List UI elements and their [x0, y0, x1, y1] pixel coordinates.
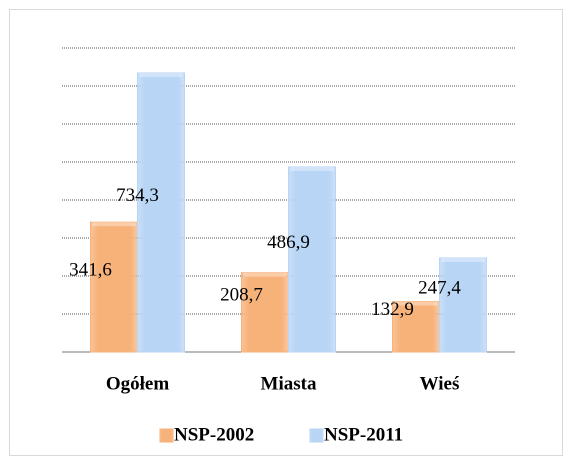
bar: [137, 72, 185, 353]
bar: [241, 272, 289, 353]
data-label: 132,9: [371, 299, 414, 320]
bar-top: [139, 72, 183, 77]
x-tick-label: Ogółem: [106, 373, 169, 394]
data-label: 247,4: [418, 277, 461, 298]
bar-top: [243, 272, 287, 277]
data-label: 734,3: [116, 185, 159, 206]
legend-swatch: [309, 428, 324, 443]
bar: [439, 257, 487, 353]
data-label: 341,6: [69, 259, 112, 280]
bar-top: [394, 301, 438, 306]
data-label: 486,9: [267, 232, 310, 253]
legend-swatch: [159, 428, 174, 443]
x-tick-label: Miasta: [261, 373, 317, 394]
legend-label: NSP-2011: [324, 424, 403, 445]
legend-label: NSP-2002: [174, 424, 254, 445]
bar-top: [92, 222, 136, 227]
x-tick-label: Wieś: [420, 373, 460, 394]
bar-top: [441, 257, 485, 262]
bar: [392, 300, 440, 353]
bar: [288, 166, 336, 353]
bar: [90, 221, 138, 353]
bar-top: [290, 166, 334, 171]
data-label: 208,7: [220, 285, 263, 306]
